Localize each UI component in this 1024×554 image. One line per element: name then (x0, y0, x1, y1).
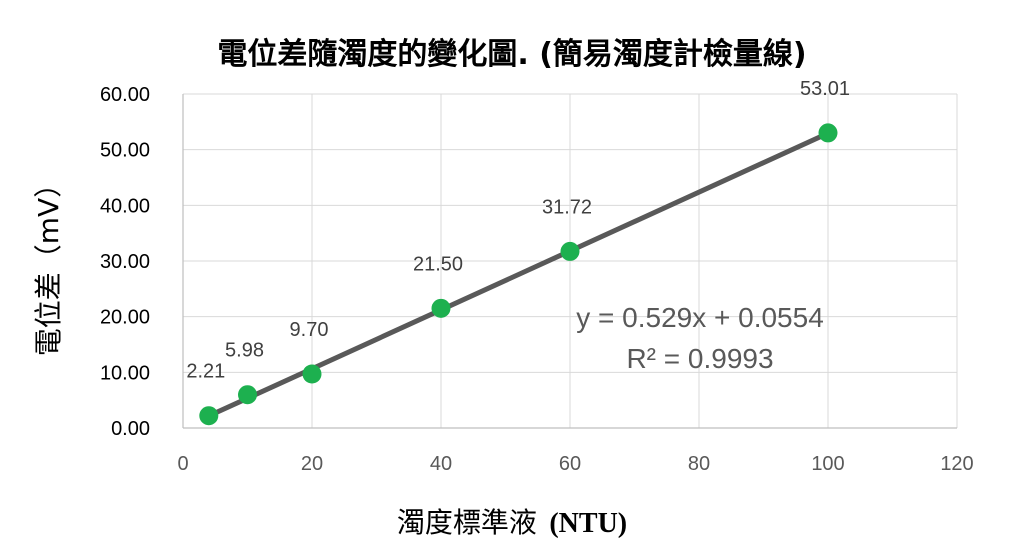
data-point (199, 406, 219, 426)
y-tick-label: 50.00 (100, 140, 150, 162)
x-tick-label: 120 (940, 453, 973, 475)
y-axis-title: 電位差（mV） (32, 170, 65, 356)
grid-layer (183, 93, 958, 428)
x-axis-title-main: 濁度標準液 (397, 506, 537, 539)
y-tick-label: 10.00 (100, 362, 150, 384)
x-tick-label: 0 (177, 453, 188, 475)
data-point (431, 298, 451, 318)
y-tick-label: 30.00 (100, 251, 150, 273)
y-tick-label: 20.00 (100, 307, 150, 329)
data-point (560, 241, 580, 261)
data-label: 21.50 (413, 253, 463, 275)
y-tick-label: 60.00 (100, 84, 150, 106)
x-axis-title: 濁度標準液 (NTU) (397, 506, 627, 539)
points-layer (199, 123, 838, 426)
x-axis-title-unit: (NTU) (549, 508, 627, 539)
data-label: 53.01 (800, 78, 850, 100)
trendline-r-squared: R² = 0.9993 (626, 343, 773, 374)
chart-title: 電位差隨濁度的變化圖. (簡易濁度計檢量線) (217, 37, 806, 72)
data-point (302, 364, 322, 384)
data-label: 5.98 (225, 340, 264, 362)
data-label: 2.21 (186, 361, 225, 383)
x-tick-label: 60 (559, 453, 581, 475)
data-point (818, 123, 838, 143)
axis-layer: 0.00 10.00 20.00 30.00 40.00 50.00 60.00 0 20 40 6… (100, 84, 974, 475)
x-tick-label: 80 (688, 453, 710, 475)
x-tick-label: 40 (430, 453, 452, 475)
trendline-equation: y = 0.529x + 0.0554 (576, 302, 824, 333)
y-tick-label: 0.00 (111, 418, 150, 440)
x-tick-label: 20 (301, 453, 323, 475)
data-label: 9.70 (290, 319, 329, 341)
data-label: 31.72 (542, 196, 592, 218)
x-tick-label: 100 (811, 453, 844, 475)
data-point (238, 385, 257, 405)
data-labels-layer: 2.215.98 9.70 21.50 31.72 53.01 (186, 78, 850, 383)
y-tick-label: 40.00 (100, 195, 150, 217)
